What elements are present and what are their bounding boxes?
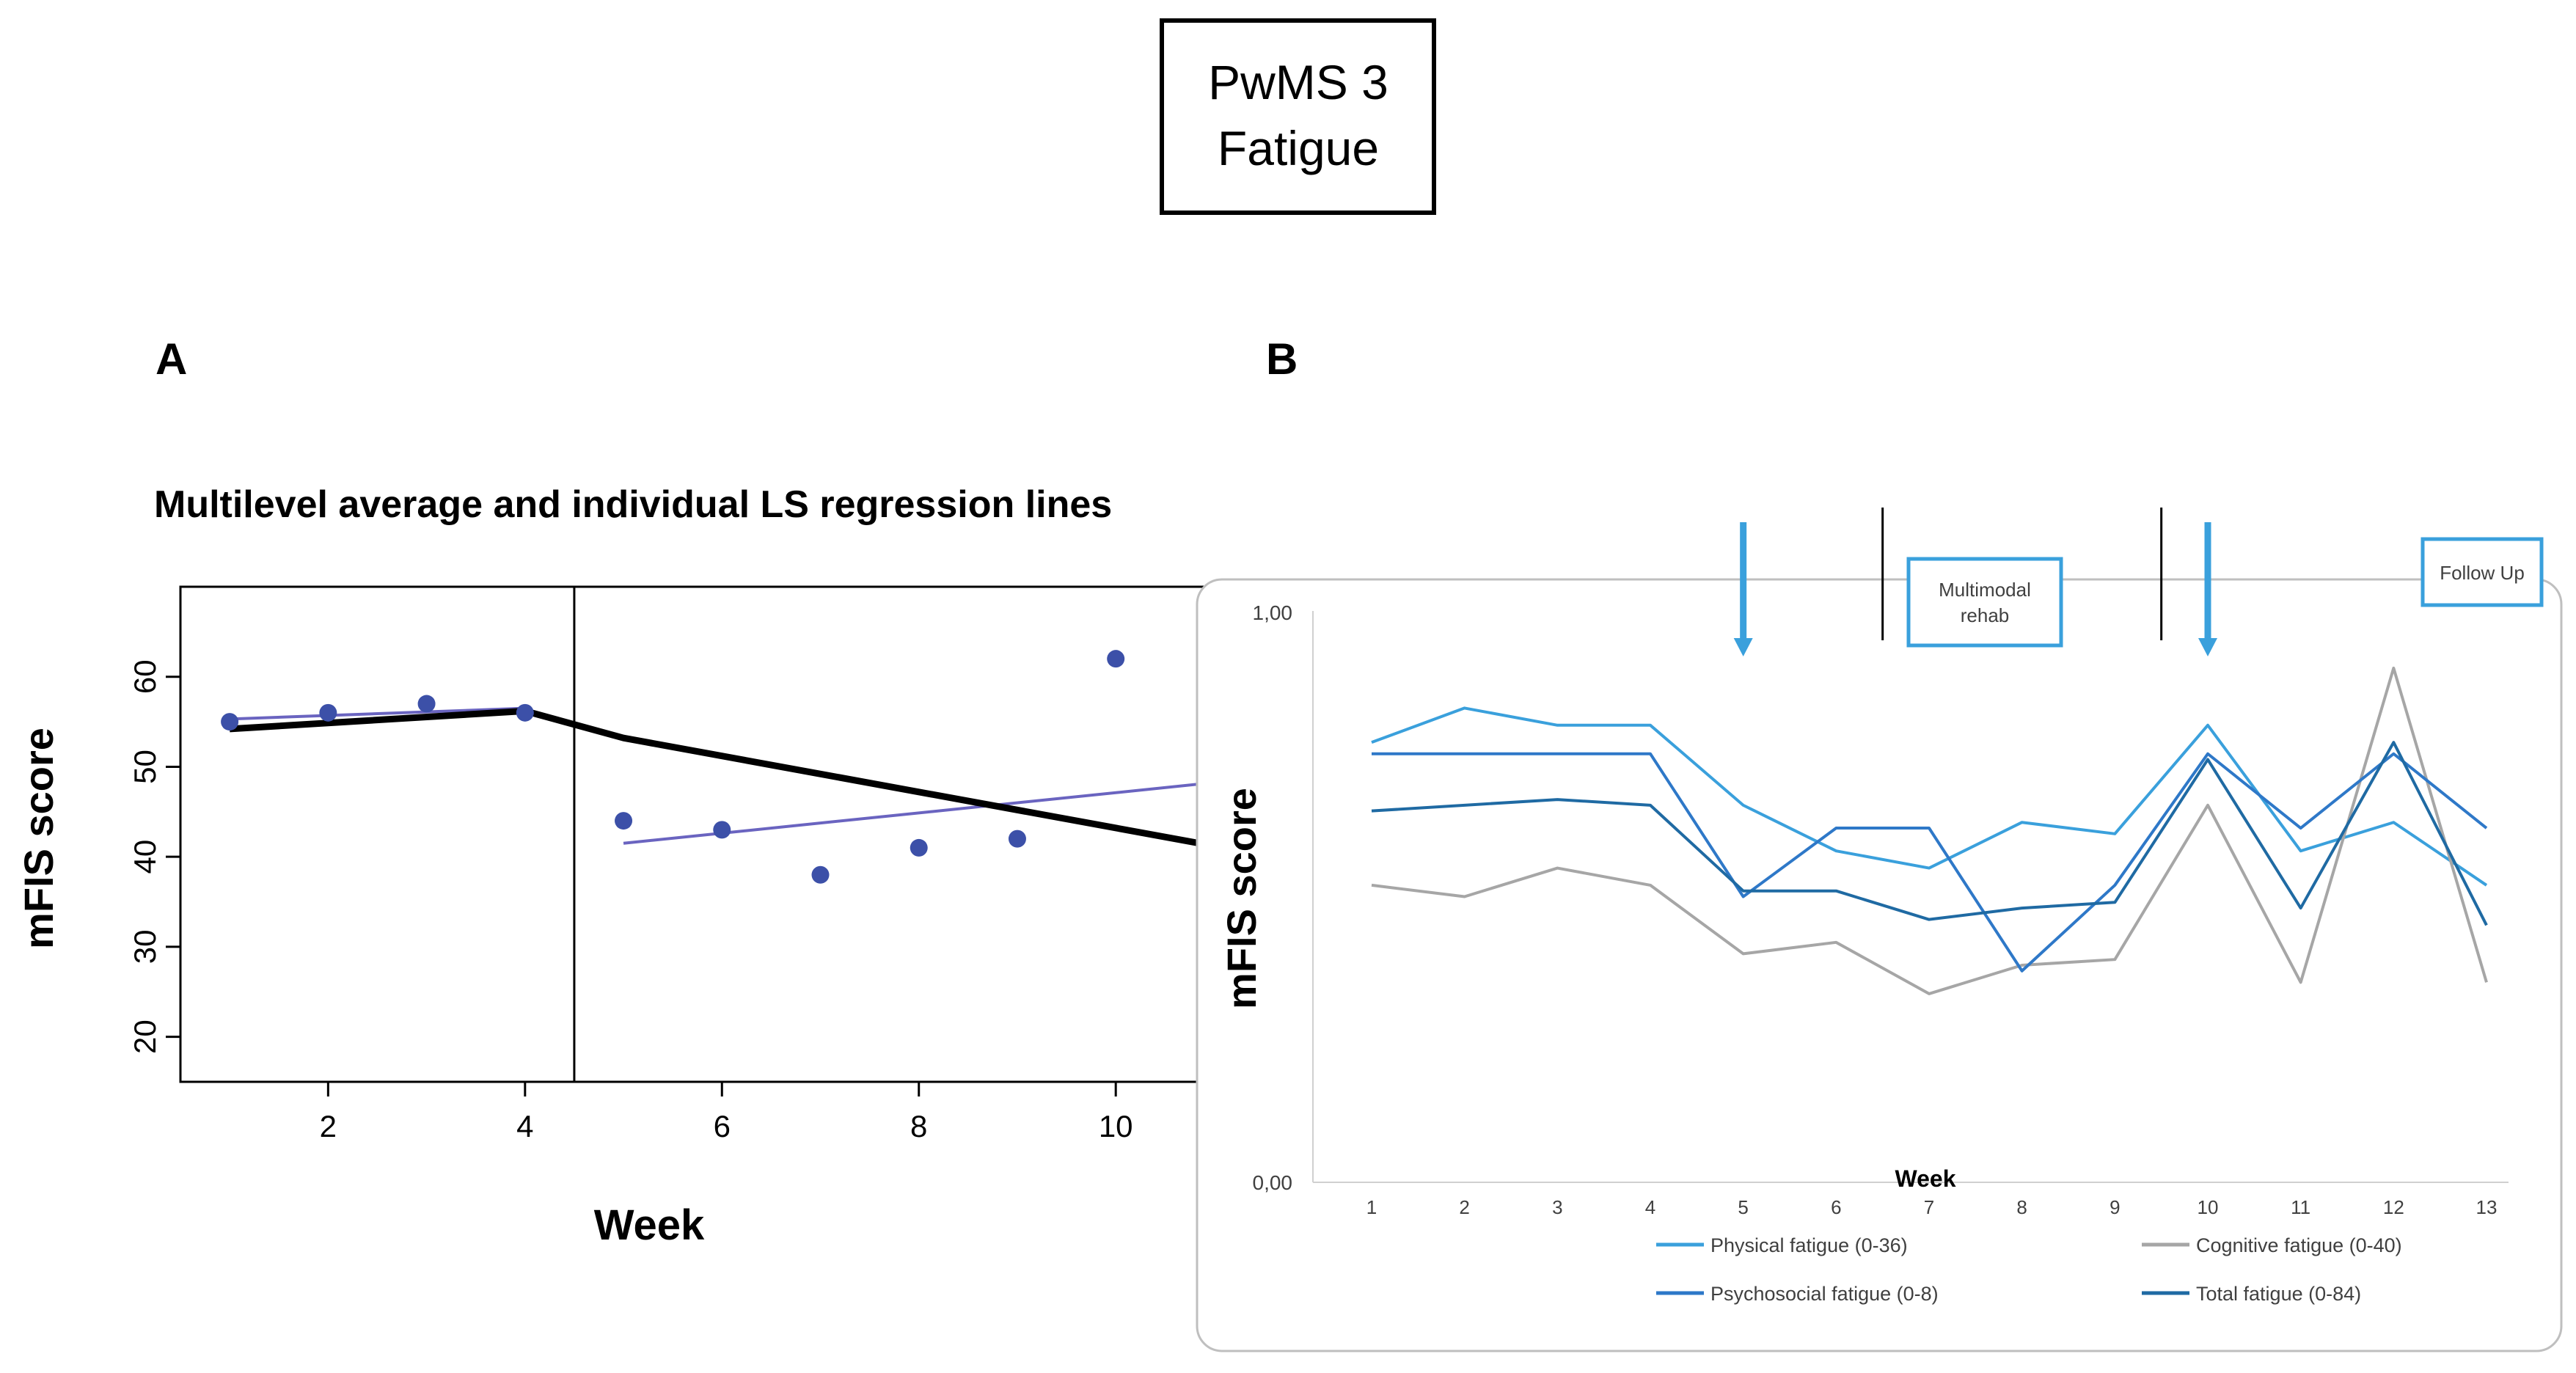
chart-a-data-point — [417, 695, 436, 713]
chart-b-xtick-label: 3 — [1552, 1196, 1562, 1218]
follow-up-box — [2421, 537, 2544, 607]
chart-b-xtick-label: 10 — [2198, 1196, 2219, 1218]
chart-a-ytick-label: 30 — [128, 930, 162, 964]
chart-a-data-point — [516, 703, 534, 722]
figure-title-line2: Fatigue — [1218, 121, 1379, 175]
chart-b-series-line — [1371, 741, 2488, 926]
chart-a-title: Multilevel average and individual LS reg… — [154, 483, 1112, 526]
legend-label-psychosocial: Psychosocial fatigue (0-8) — [1710, 1283, 1939, 1305]
chart-a-xtick-label: 8 — [910, 1109, 927, 1143]
chart-a-individual-ls-line — [230, 706, 525, 721]
legend-label-physical: Physical fatigue (0-36) — [1710, 1234, 1908, 1256]
chart-b-ylabel: mFIS score — [1218, 788, 1265, 1009]
chart-a-data-point — [713, 821, 731, 839]
chart-b-xlabel: Week — [1895, 1165, 1955, 1192]
legend-label-total: Total fatigue (0-84) — [2196, 1283, 2361, 1305]
chart-b-xtick-label: 13 — [2476, 1196, 2498, 1218]
chart-b-xtick-label: 12 — [2383, 1196, 2404, 1218]
chart-a-xtick-label: 10 — [1099, 1109, 1133, 1143]
chart-b-xtick-label: 1 — [1366, 1196, 1377, 1218]
chart-b-series-line — [1372, 752, 2488, 973]
chart-a-xtick-label: 4 — [516, 1109, 533, 1143]
chart-a-data-point — [1008, 830, 1026, 848]
title-box-border — [1160, 18, 1436, 215]
figure-title-box: PwMS 3 Fatigue — [1160, 18, 1436, 215]
chart-a-ytick-label: 60 — [128, 659, 162, 694]
chart-b-series-line — [1371, 666, 2488, 995]
chart-a-xlabel: Week — [594, 1201, 705, 1249]
chart-b-xtick-label: 4 — [1645, 1196, 1655, 1218]
chart-a-data-point — [910, 838, 928, 857]
chart-a-multilevel-average-line — [229, 707, 1412, 885]
panel-b-label: B — [1266, 334, 1298, 384]
chart-a-data-point — [1107, 650, 1125, 668]
rehab-label: rehab — [1961, 604, 2010, 626]
chart-b-xtick-label: 2 — [1459, 1196, 1469, 1218]
chart-b-ytick-top: 1,00 — [1253, 601, 1293, 624]
chart-a-ytick-label: 40 — [128, 840, 162, 874]
panel-a-label: A — [155, 334, 187, 384]
chart-a-data-point — [811, 865, 830, 884]
chart-a-ylabel: mFIS score — [15, 728, 62, 949]
legend-label-cognitive: Cognitive fatigue (0-40) — [2196, 1234, 2402, 1256]
multimodal-label: Multimodal — [1939, 579, 2031, 601]
chart-a-xtick-label: 6 — [714, 1109, 731, 1143]
chart-b-arrow-head — [1733, 638, 1753, 656]
chart-b-arrow-head — [2198, 638, 2217, 656]
follow-up-label: Follow Up — [2440, 562, 2525, 584]
chart-b-series-line — [1371, 706, 2488, 887]
chart-b-xtick-label: 6 — [1831, 1196, 1841, 1218]
multimodal-rehab-box — [1906, 557, 2063, 648]
chart-a-ytick-label: 50 — [128, 750, 162, 784]
chart-b-xtick-label: 7 — [1924, 1196, 1934, 1218]
chart-b-legend: Physical fatigue (0-36) Cognitive fatigu… — [1656, 1234, 2402, 1305]
chart-b: 1,00 0,00 Week mFIS score Multimodal reh… — [1196, 508, 2563, 1352]
chart-b-marks: 1 2 3 4 5 6 7 8 9 10 11 12 13 — [1366, 508, 2498, 1218]
chart-b-xtick-label: 9 — [2110, 1196, 2120, 1218]
chart-a-xtick-label: 2 — [320, 1109, 337, 1143]
figure-title-line1: PwMS 3 — [1208, 55, 1388, 109]
chart-a-ytick-label: 20 — [128, 1019, 162, 1054]
chart-a-data-point — [319, 703, 337, 722]
chart-b-xtick-label: 11 — [2291, 1196, 2310, 1218]
chart-a-data-point — [221, 713, 239, 731]
chart-a-data-point — [615, 812, 633, 830]
chart-b-xtick-label: 8 — [2016, 1196, 2027, 1218]
chart-b-ytick-bottom: 0,00 — [1253, 1171, 1293, 1194]
chart-b-xtick-label: 5 — [1738, 1196, 1748, 1218]
